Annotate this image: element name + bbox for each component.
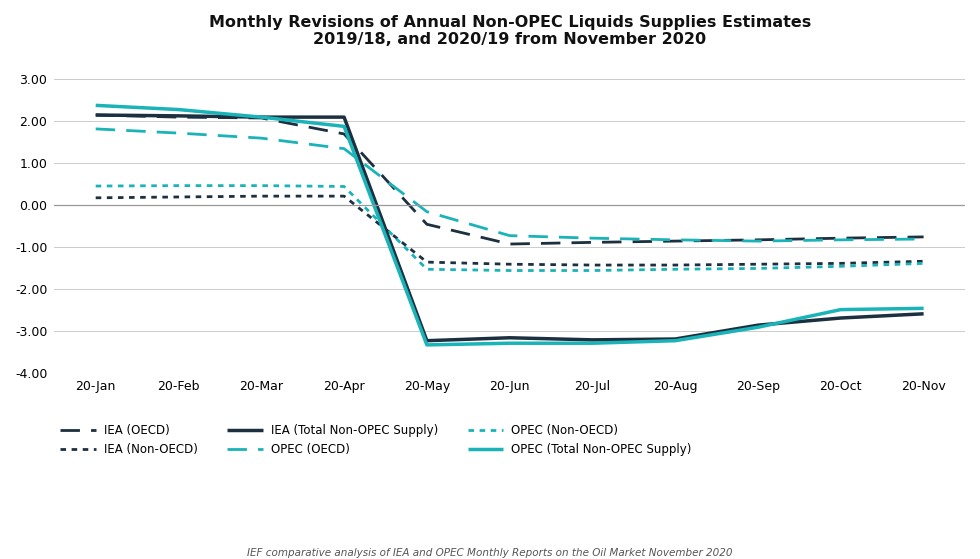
OPEC (Total Non-OPEC Supply): [917, 305, 929, 312]
IEA (Non-OECD): [256, 193, 268, 200]
IEA (Total Non-OPEC Supply): [669, 335, 681, 342]
OPEC (Non-OECD): [256, 182, 268, 189]
OPEC (Non-OECD): [90, 183, 102, 190]
OPEC (Non-OECD): [172, 182, 184, 189]
IEA (Total Non-OPEC Supply): [504, 334, 515, 341]
OPEC (Non-OECD): [835, 263, 847, 269]
OPEC (OECD): [752, 238, 763, 244]
OPEC (Total Non-OPEC Supply): [90, 102, 102, 108]
OPEC (Total Non-OPEC Supply): [752, 324, 763, 330]
OPEC (Non-OECD): [338, 183, 350, 190]
OPEC (Non-OECD): [421, 266, 433, 273]
IEA (OECD): [835, 235, 847, 241]
IEA (OECD): [90, 112, 102, 119]
OPEC (OECD): [90, 126, 102, 132]
OPEC (OECD): [835, 236, 847, 243]
OPEC (Total Non-OPEC Supply): [172, 106, 184, 113]
IEA (OECD): [338, 131, 350, 138]
OPEC (Total Non-OPEC Supply): [669, 337, 681, 344]
OPEC (Total Non-OPEC Supply): [587, 340, 599, 347]
IEA (Non-OECD): [835, 260, 847, 267]
IEA (Total Non-OPEC Supply): [917, 310, 929, 317]
IEA (Total Non-OPEC Supply): [835, 315, 847, 321]
IEA (Non-OECD): [752, 261, 763, 268]
IEA (Non-OECD): [587, 262, 599, 268]
IEA (Non-OECD): [421, 259, 433, 266]
Line: OPEC (Non-OECD): OPEC (Non-OECD): [96, 186, 923, 271]
IEA (Total Non-OPEC Supply): [172, 112, 184, 119]
Line: OPEC (OECD): OPEC (OECD): [96, 129, 923, 241]
IEA (Total Non-OPEC Supply): [256, 114, 268, 121]
IEA (OECD): [256, 115, 268, 121]
OPEC (Non-OECD): [752, 265, 763, 272]
IEA (Total Non-OPEC Supply): [90, 112, 102, 119]
Line: IEA (Non-OECD): IEA (Non-OECD): [96, 196, 923, 265]
OPEC (Non-OECD): [669, 266, 681, 273]
IEA (Total Non-OPEC Supply): [421, 337, 433, 344]
Line: IEA (Total Non-OPEC Supply): IEA (Total Non-OPEC Supply): [96, 115, 923, 340]
IEA (OECD): [421, 221, 433, 228]
OPEC (OECD): [421, 209, 433, 215]
IEA (Non-OECD): [504, 261, 515, 268]
IEA (OECD): [587, 239, 599, 246]
IEA (Non-OECD): [338, 193, 350, 200]
OPEC (OECD): [504, 233, 515, 239]
Line: OPEC (Total Non-OPEC Supply): OPEC (Total Non-OPEC Supply): [96, 105, 923, 345]
OPEC (OECD): [172, 130, 184, 136]
Text: IEF comparative analysis of IEA and OPEC Monthly Reports on the Oil Market Novem: IEF comparative analysis of IEA and OPEC…: [247, 548, 733, 558]
IEA (OECD): [172, 114, 184, 121]
IEA (Non-OECD): [669, 262, 681, 268]
OPEC (OECD): [256, 135, 268, 141]
OPEC (Total Non-OPEC Supply): [504, 340, 515, 347]
IEA (Non-OECD): [917, 258, 929, 264]
OPEC (Total Non-OPEC Supply): [256, 114, 268, 121]
OPEC (Total Non-OPEC Supply): [835, 306, 847, 313]
OPEC (Non-OECD): [587, 267, 599, 274]
IEA (Non-OECD): [172, 193, 184, 200]
Line: IEA (OECD): IEA (OECD): [96, 115, 923, 244]
Title: Monthly Revisions of Annual Non-OPEC Liquids Supplies Estimates
2019/18, and 202: Monthly Revisions of Annual Non-OPEC Liq…: [209, 15, 810, 48]
IEA (OECD): [917, 234, 929, 240]
Legend: IEA (OECD), IEA (Non-OECD), IEA (Total Non-OPEC Supply), OPEC (OECD), OPEC (Non-: IEA (OECD), IEA (Non-OECD), IEA (Total N…: [60, 424, 692, 456]
IEA (Total Non-OPEC Supply): [338, 114, 350, 121]
OPEC (Total Non-OPEC Supply): [338, 123, 350, 130]
OPEC (OECD): [587, 235, 599, 241]
OPEC (Total Non-OPEC Supply): [421, 342, 433, 348]
IEA (OECD): [752, 236, 763, 243]
IEA (OECD): [669, 238, 681, 244]
IEA (OECD): [504, 241, 515, 248]
OPEC (OECD): [917, 236, 929, 243]
IEA (Total Non-OPEC Supply): [587, 337, 599, 343]
OPEC (Non-OECD): [917, 260, 929, 267]
OPEC (OECD): [669, 236, 681, 243]
OPEC (Non-OECD): [504, 267, 515, 274]
IEA (Non-OECD): [90, 195, 102, 201]
IEA (Total Non-OPEC Supply): [752, 322, 763, 329]
OPEC (OECD): [338, 145, 350, 152]
